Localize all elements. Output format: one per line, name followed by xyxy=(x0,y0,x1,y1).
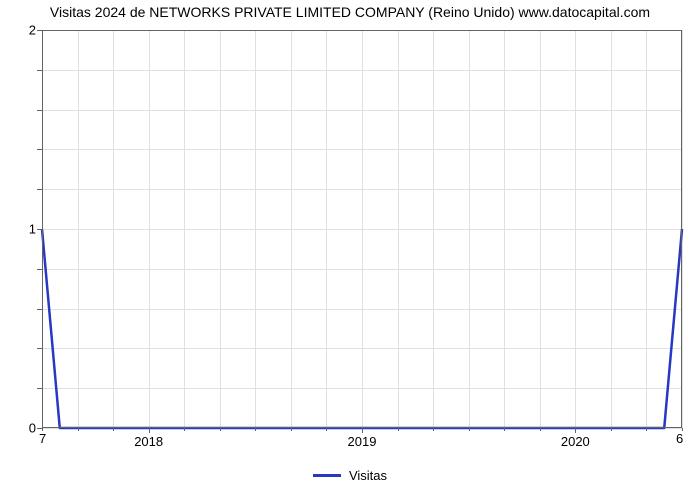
legend-swatch xyxy=(313,474,341,477)
ytick-mark xyxy=(37,388,42,389)
ytick-mark xyxy=(37,229,42,230)
ytick-mark xyxy=(37,149,42,150)
gridline-v xyxy=(682,30,683,428)
corner-label-left: 7 xyxy=(39,431,46,446)
xtick-mark xyxy=(149,428,150,433)
xtick-mark xyxy=(646,428,647,431)
ytick-mark xyxy=(37,30,42,31)
ytick-mark xyxy=(37,269,42,270)
legend: Visitas xyxy=(0,468,700,483)
xtick-mark xyxy=(469,428,470,431)
ytick-label: 2 xyxy=(29,23,36,38)
xtick-mark xyxy=(398,428,399,431)
xtick-mark xyxy=(78,428,79,431)
series-line xyxy=(42,30,682,428)
xtick-mark xyxy=(113,428,114,431)
xtick-mark xyxy=(433,428,434,431)
xtick-mark xyxy=(220,428,221,431)
xtick-mark xyxy=(326,428,327,431)
ytick-label: 1 xyxy=(29,222,36,237)
xtick-label: 2019 xyxy=(348,434,377,449)
xtick-label: 2018 xyxy=(134,434,163,449)
xtick-mark xyxy=(611,428,612,431)
xtick-label: 2020 xyxy=(561,434,590,449)
xtick-mark xyxy=(575,428,576,433)
xtick-mark xyxy=(184,428,185,431)
ytick-mark xyxy=(37,348,42,349)
legend-label: Visitas xyxy=(349,468,387,483)
chart-title: Visitas 2024 de NETWORKS PRIVATE LIMITED… xyxy=(0,4,700,20)
corner-label-right: 6 xyxy=(676,431,683,446)
xtick-mark xyxy=(504,428,505,431)
xtick-mark xyxy=(291,428,292,431)
ytick-label: 0 xyxy=(29,421,36,436)
xtick-mark xyxy=(540,428,541,431)
xtick-mark xyxy=(362,428,363,433)
ytick-mark xyxy=(37,189,42,190)
xtick-mark xyxy=(255,428,256,431)
ytick-mark xyxy=(37,309,42,310)
ytick-mark xyxy=(37,110,42,111)
ytick-mark xyxy=(37,70,42,71)
plot-area: 012 201820192020 xyxy=(42,30,682,428)
